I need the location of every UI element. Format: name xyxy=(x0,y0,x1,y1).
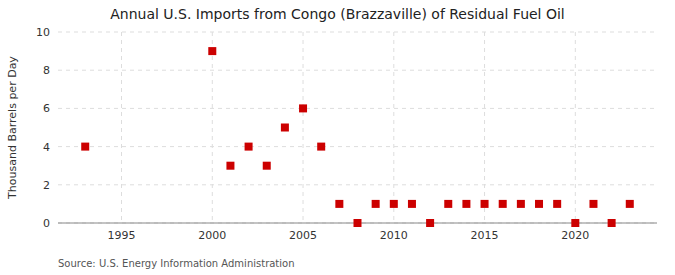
x-grid-line xyxy=(575,32,576,223)
y-axis-label: Thousand Barrels per Day xyxy=(6,56,19,200)
point xyxy=(462,200,470,208)
y-tick-label: 8 xyxy=(43,64,50,77)
y-tick-label: 6 xyxy=(43,102,50,115)
grid xyxy=(58,32,657,223)
point xyxy=(335,200,343,208)
y-grid-line xyxy=(58,146,657,147)
point xyxy=(571,219,579,227)
y-grid-line xyxy=(58,108,657,109)
point xyxy=(589,200,597,208)
point xyxy=(390,200,398,208)
x-grid-line xyxy=(393,32,394,223)
y-grid-line xyxy=(58,184,657,185)
y-grid-line xyxy=(58,70,657,71)
x-grid-line xyxy=(303,32,304,223)
point xyxy=(626,200,634,208)
x-grid-line xyxy=(212,32,213,223)
y-tick-label: 4 xyxy=(43,141,50,154)
point xyxy=(317,143,325,151)
point xyxy=(408,200,416,208)
x-tick-label: 2000 xyxy=(198,229,226,242)
point xyxy=(481,200,489,208)
x-tick-label: 2020 xyxy=(561,229,589,242)
point xyxy=(426,219,434,227)
x-tick-label: 1995 xyxy=(108,229,136,242)
point xyxy=(81,143,89,151)
chart: 1995 2000 2005 2010 2015 2020 0 2 4 6 8 10 Annual U.… xyxy=(0,0,675,275)
points xyxy=(81,47,634,227)
x-tick-label: 2010 xyxy=(380,229,408,242)
point xyxy=(281,124,289,132)
point xyxy=(553,200,561,208)
point xyxy=(263,162,271,170)
source-annotation: Source: U.S. Energy Information Administ… xyxy=(58,258,295,269)
point xyxy=(208,47,216,55)
title: Annual U.S. Imports from Congo (Brazzavi… xyxy=(110,6,565,22)
point xyxy=(245,143,253,151)
point xyxy=(608,219,616,227)
y-tick-label: 10 xyxy=(36,26,50,39)
point xyxy=(535,200,543,208)
y-tick-label: 2 xyxy=(43,179,50,192)
point xyxy=(354,219,362,227)
point xyxy=(299,104,307,112)
point xyxy=(226,162,234,170)
point xyxy=(444,200,452,208)
point xyxy=(517,200,525,208)
x-tick-label: 2015 xyxy=(471,229,499,242)
y-tick-label: 0 xyxy=(43,217,50,230)
point xyxy=(372,200,380,208)
x-tick-label: 2005 xyxy=(289,229,317,242)
point xyxy=(499,200,507,208)
x-grid-line xyxy=(484,32,485,223)
x-grid-line xyxy=(121,32,122,223)
y-grid-line xyxy=(58,32,657,33)
